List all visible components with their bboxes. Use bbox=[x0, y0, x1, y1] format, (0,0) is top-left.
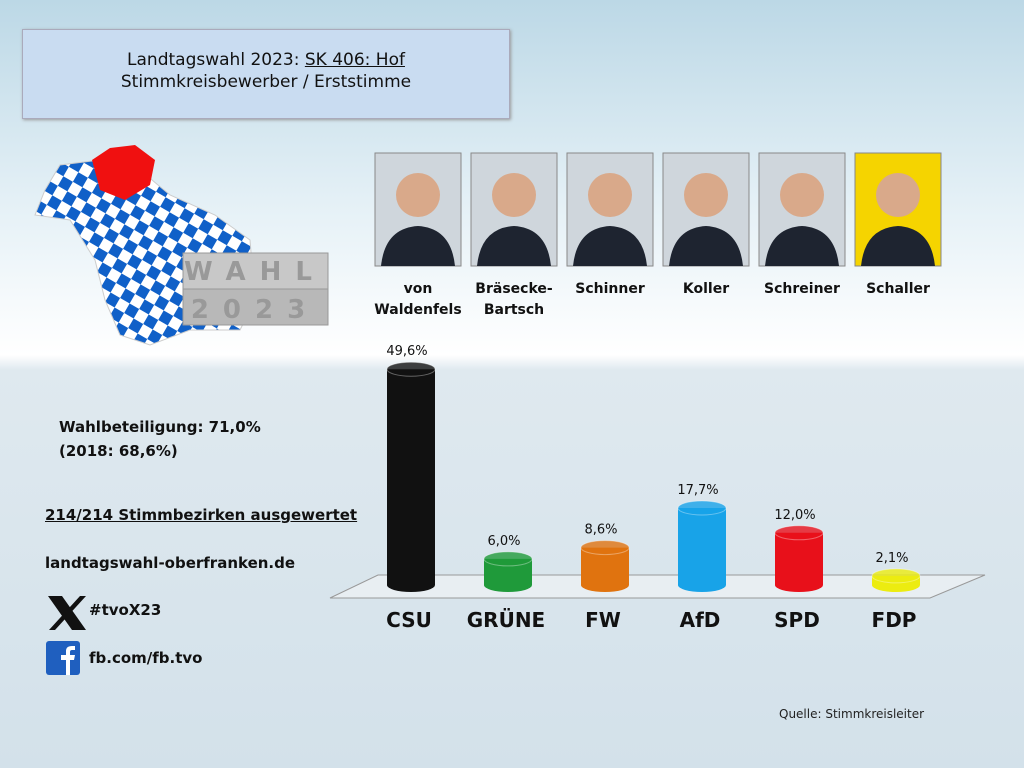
districts-counted: 214/214 Stimmbezirken ausgewertet bbox=[45, 506, 358, 524]
bar-cap bbox=[774, 525, 824, 541]
website: landtagswahl-oberfranken.de bbox=[45, 554, 296, 572]
title-box: Landtagswahl 2023: SK 406: Hof Stimmkrei… bbox=[22, 29, 510, 119]
photo-head bbox=[396, 173, 440, 217]
photo-head bbox=[492, 173, 536, 217]
category-label: GRÜNE bbox=[467, 608, 545, 632]
candidate-name: Schinner bbox=[575, 281, 645, 297]
value-label: 49,6% bbox=[386, 344, 427, 359]
bar-cap bbox=[871, 568, 921, 584]
photo-body bbox=[669, 226, 743, 266]
bar bbox=[387, 369, 435, 592]
logo-top: WAHL bbox=[184, 257, 326, 287]
photo-body bbox=[477, 226, 551, 266]
title: Landtagswahl 2023: bbox=[127, 50, 300, 70]
logo-bottom: 2023 bbox=[191, 295, 319, 325]
photo-body bbox=[765, 226, 839, 266]
fb-icon bbox=[46, 641, 80, 675]
facebook: fb.com/fb.tvo bbox=[89, 649, 203, 667]
bar bbox=[581, 547, 629, 592]
category-label: CSU bbox=[386, 608, 432, 632]
turnout: Wahlbeteiligung: 71,0% bbox=[59, 418, 261, 436]
photo-head bbox=[684, 173, 728, 217]
value-label: 6,0% bbox=[487, 534, 520, 549]
candidate-name: von Waldenfels bbox=[374, 281, 462, 318]
photos bbox=[374, 152, 942, 267]
candidate-name: Koller bbox=[682, 281, 730, 297]
source: Quelle: Stimmkreisleiter bbox=[779, 707, 925, 721]
photo-head bbox=[780, 173, 824, 217]
bar-cap bbox=[677, 500, 727, 516]
category-label: FDP bbox=[872, 608, 917, 632]
bar bbox=[775, 532, 823, 592]
bars: 49,6% CSU 6,0% GRÜNE 8,6% FW 17,7% AfD 12,0% SPD 2… bbox=[386, 344, 921, 632]
value-label: 2,1% bbox=[875, 551, 908, 566]
photo-head bbox=[588, 173, 632, 217]
value-label: 8,6% bbox=[584, 523, 617, 538]
category-label: FW bbox=[585, 608, 621, 632]
bar-cap bbox=[483, 551, 533, 567]
photo-head bbox=[876, 173, 920, 217]
candidate-name: Schreiner bbox=[764, 281, 840, 297]
category-label: SPD bbox=[774, 608, 820, 632]
photo-body bbox=[381, 226, 455, 266]
bar-cap bbox=[580, 540, 630, 556]
value-label: 17,7% bbox=[677, 483, 718, 498]
photo-body bbox=[573, 226, 647, 266]
subtitle: Stimmkreisbewerber / Erststimme bbox=[120, 72, 412, 92]
photo-body bbox=[861, 226, 935, 266]
x-icon bbox=[48, 596, 86, 630]
bar-cap bbox=[386, 361, 436, 377]
value-label: 12,0% bbox=[774, 508, 815, 523]
turnout-2018: (2018: 68,6%) bbox=[59, 442, 178, 460]
bar bbox=[484, 558, 532, 592]
logo: WAHL 2023 bbox=[182, 252, 329, 326]
bar bbox=[678, 508, 726, 592]
district: SK 406: Hof bbox=[304, 50, 405, 70]
hashtag: #tvoX23 bbox=[89, 601, 162, 619]
candidate-name: Bräsecke-Bartsch bbox=[475, 281, 553, 318]
category-label: AfD bbox=[680, 608, 721, 632]
candidate-name: Schaller bbox=[866, 281, 930, 297]
